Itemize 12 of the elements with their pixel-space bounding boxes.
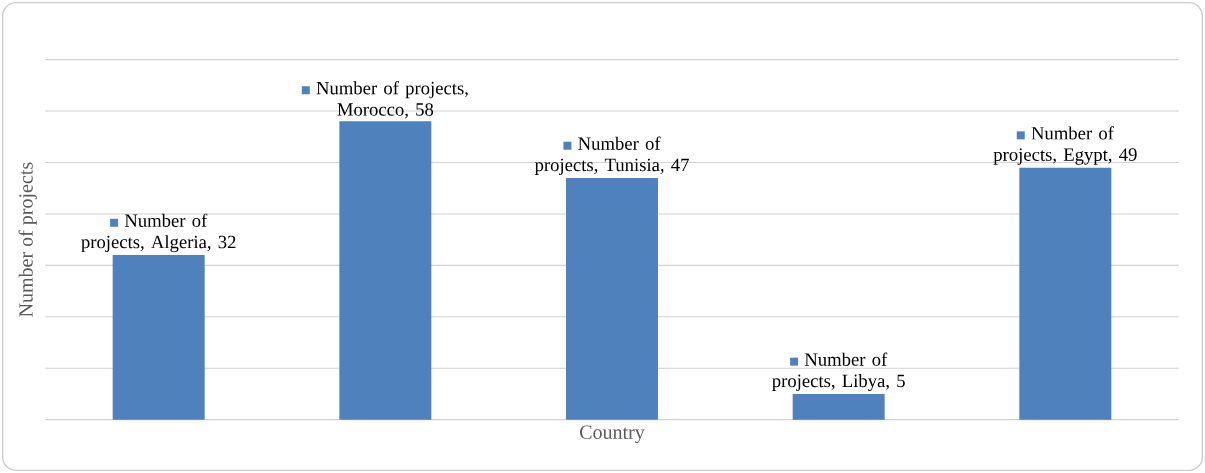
- bar: [1019, 167, 1112, 420]
- data-label: Number of projects, Morocco, 58: [316, 81, 468, 119]
- data-label: Number of projects, Libya, 5: [772, 352, 905, 392]
- y-axis-title: Number of projects: [18, 162, 37, 317]
- bar: [566, 177, 659, 420]
- bar: [112, 255, 205, 420]
- data-label: Number of projects, Tunisia, 47: [534, 136, 689, 176]
- x-axis-title: Country: [580, 425, 645, 444]
- bar: [792, 393, 885, 420]
- bar: [339, 121, 432, 420]
- data-label: Number of projects, Algeria, 32: [81, 213, 236, 253]
- data-label: Number of projects, Egypt, 49: [993, 126, 1137, 165]
